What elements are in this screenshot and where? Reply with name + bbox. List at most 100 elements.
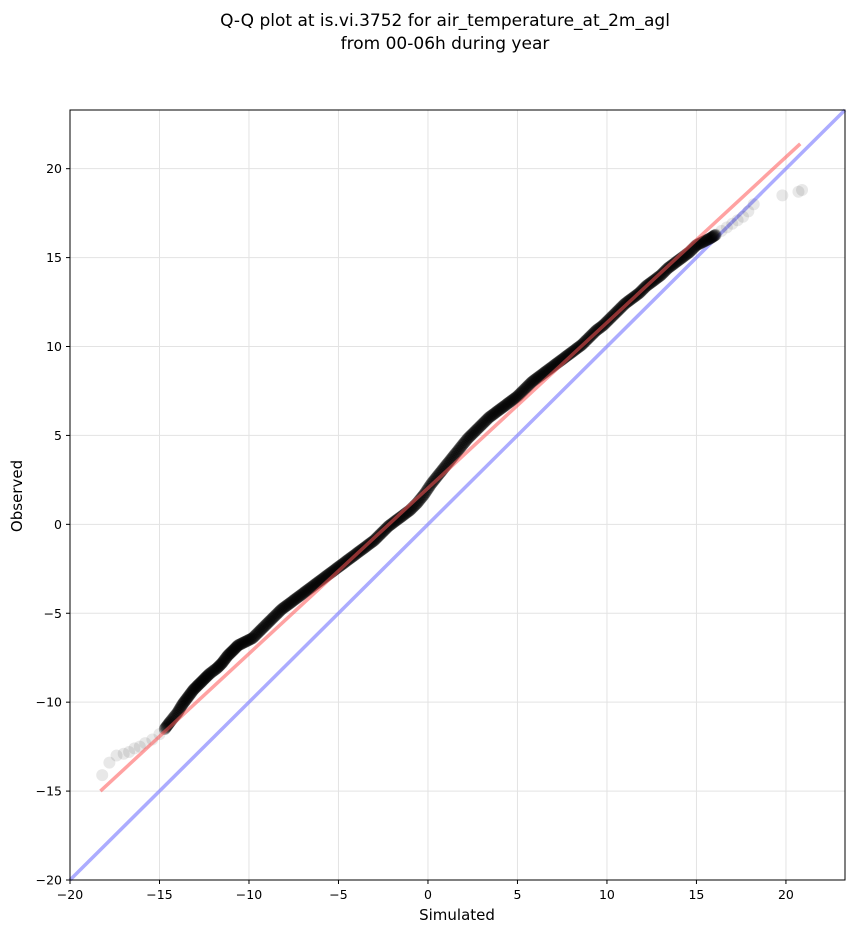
quantile-point <box>198 673 211 686</box>
quantile-point <box>305 581 318 594</box>
quantile-point <box>271 607 284 620</box>
quantile-point <box>479 415 492 428</box>
quantile-point <box>792 185 805 198</box>
quantile-point <box>460 434 473 447</box>
quantile-point <box>472 422 485 435</box>
quantile-point <box>495 401 508 414</box>
quantile-point <box>516 385 529 398</box>
quantile-point <box>710 228 723 241</box>
quantile-point <box>189 681 202 694</box>
x-tick-label: −10 <box>236 887 262 902</box>
quantile-point <box>531 371 544 384</box>
y-tick-label: −20 <box>36 873 62 888</box>
quantile-point <box>709 229 722 242</box>
quantile-point <box>503 396 516 409</box>
quantile-point <box>185 686 198 699</box>
quantile-point <box>456 438 469 451</box>
quantile-point <box>183 689 196 702</box>
quantile-point <box>247 630 260 643</box>
quantile-point <box>186 684 199 697</box>
chart-title: Q-Q plot at is.vi.3752 for air_temperatu… <box>220 11 670 31</box>
quantile-point <box>216 657 229 670</box>
x-tick-label: 20 <box>778 887 794 902</box>
quantile-point <box>238 636 251 649</box>
quantile-point <box>279 600 292 613</box>
quantile-point <box>481 412 494 425</box>
quantile-points <box>96 184 809 782</box>
quantile-point <box>666 258 679 271</box>
quantile-point <box>485 409 498 422</box>
quantile-point <box>252 626 265 639</box>
quantile-point <box>277 601 290 614</box>
quantile-point <box>507 392 520 405</box>
quantile-point <box>529 373 542 386</box>
x-tick-label: −20 <box>57 887 83 902</box>
quantile-point <box>251 627 264 640</box>
quantile-point <box>257 621 270 634</box>
quantile-point <box>215 657 228 670</box>
quantile-point <box>337 557 350 570</box>
quantile-point <box>218 653 231 666</box>
quantile-point <box>468 425 481 438</box>
quantile-point <box>234 638 247 651</box>
identity-line-layer <box>68 108 847 882</box>
quantile-point <box>492 404 505 417</box>
x-tick-label: 5 <box>513 887 521 902</box>
quantile-point <box>491 405 504 418</box>
y-tick-label: 5 <box>54 428 62 443</box>
quantile-point <box>523 378 536 391</box>
quantile-point <box>517 384 530 397</box>
quantile-point <box>230 641 243 654</box>
quantile-point <box>248 629 261 642</box>
quantile-point <box>461 432 474 445</box>
quantile-point <box>181 692 194 705</box>
quantile-point <box>522 379 535 392</box>
quantile-point <box>214 658 227 671</box>
quantile-point <box>228 642 241 655</box>
quantile-point <box>528 374 541 387</box>
quantile-point <box>417 489 430 502</box>
quantile-point <box>242 633 255 646</box>
quantile-point <box>464 429 477 442</box>
quantile-point <box>288 593 301 606</box>
quantile-point <box>565 346 578 359</box>
quantile-point <box>389 514 402 527</box>
quantile-point <box>281 599 294 612</box>
quantile-point <box>272 606 285 619</box>
quantile-point <box>462 431 475 444</box>
quantile-point <box>246 632 259 645</box>
quantile-point <box>498 400 511 413</box>
quantile-point <box>297 586 310 599</box>
quantile-point <box>239 635 252 648</box>
quantile-point <box>225 646 238 659</box>
quantile-point <box>336 558 349 571</box>
quantile-point <box>470 423 483 436</box>
quantile-point <box>452 443 465 456</box>
quantile-point <box>463 430 476 443</box>
x-tick-label: 15 <box>688 887 704 902</box>
quantile-point <box>217 655 230 668</box>
quantile-point <box>469 424 482 437</box>
quantile-point <box>566 345 579 358</box>
quantile-point <box>487 408 500 421</box>
quantile-point <box>158 722 171 735</box>
quantile-point <box>235 637 248 650</box>
quantile-point <box>233 638 246 651</box>
quantile-point <box>222 649 235 662</box>
quantile-point <box>226 644 239 657</box>
quantile-point <box>504 395 517 408</box>
quantile-point <box>196 674 209 687</box>
quantile-point <box>250 628 263 641</box>
quantile-point <box>183 688 196 701</box>
quantile-point <box>705 231 718 244</box>
quantile-point <box>110 749 123 762</box>
plot-frame <box>69 109 846 881</box>
x-axis-label: Simulated <box>419 906 495 924</box>
x-axis-ticks: −20 −15 −10 −5 0 5 10 15 20 <box>57 880 794 902</box>
y-tick-label: 15 <box>46 250 62 265</box>
quantile-point <box>200 670 213 683</box>
quantile-point <box>474 419 487 432</box>
quantile-point <box>447 450 460 463</box>
quantile-point <box>96 769 109 782</box>
quantile-point <box>237 636 250 649</box>
